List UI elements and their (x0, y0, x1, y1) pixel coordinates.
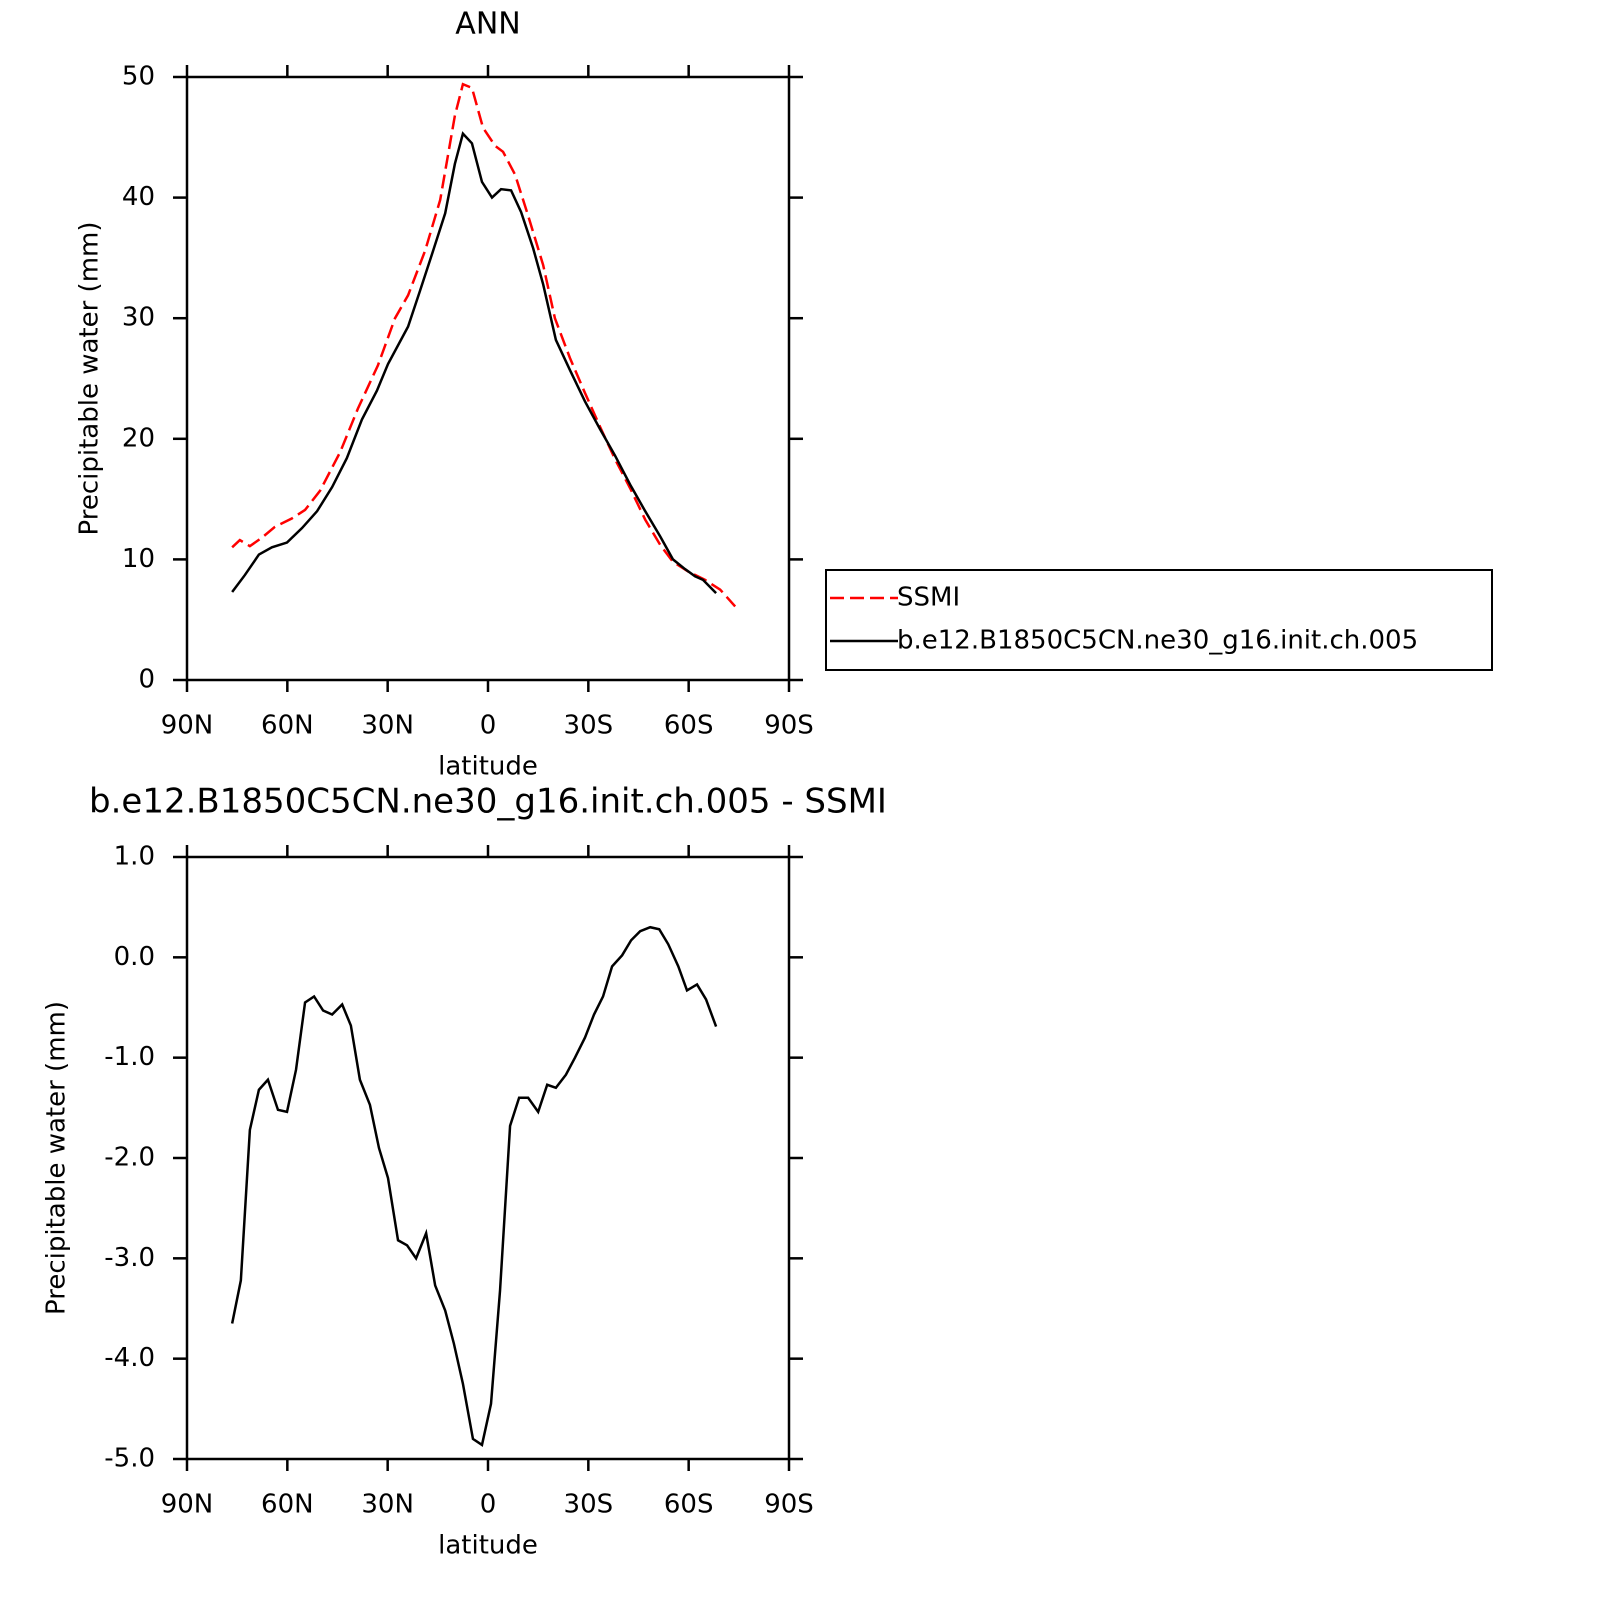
data-line (231, 82, 737, 608)
plot-frame (185, 855, 791, 1461)
x-tick-label: 90S (764, 1490, 814, 1520)
x-axis-label: latitude (438, 752, 538, 782)
y-tick-label: -3.0 (104, 1243, 155, 1273)
y-tick-label: 0.0 (114, 942, 155, 972)
y-tick-label: 30 (122, 303, 155, 333)
data-line (230, 925, 718, 1448)
x-axis-label: latitude (438, 1531, 538, 1561)
chart-title: b.e12.B1850C5CN.ne30_g16.init.ch.005 - S… (89, 782, 887, 822)
x-tick-label: 60S (664, 1490, 714, 1520)
x-tick-label: 0 (480, 711, 497, 741)
x-tick-label: 0 (480, 1490, 497, 1520)
y-tick-label: 50 (122, 62, 155, 92)
y-tick-label: 0 (138, 665, 155, 695)
y-axis-label: Precipitable water (mm) (75, 222, 105, 536)
x-tick-label: 90S (764, 711, 814, 741)
y-tick-label: -5.0 (104, 1444, 155, 1474)
x-tick-label: 30N (361, 1490, 414, 1520)
legend-label: b.e12.B1850C5CN.ne30_g16.init.ch.005 (897, 626, 1418, 656)
y-tick-label: -4.0 (104, 1343, 155, 1373)
x-tick-label: 90N (161, 711, 214, 741)
y-tick-label: -2.0 (104, 1143, 155, 1173)
plot-frame (185, 75, 791, 682)
y-tick-label: 10 (122, 544, 155, 574)
x-tick-label: 60N (261, 1490, 314, 1520)
x-tick-label: 30S (564, 711, 614, 741)
x-tick-label: 30N (361, 711, 414, 741)
y-tick-label: 40 (122, 182, 155, 212)
data-line (231, 131, 717, 595)
y-tick-label: 20 (122, 423, 155, 453)
legend-label: SSMI (897, 583, 960, 613)
x-tick-label: 60N (261, 711, 314, 741)
x-tick-label: 60S (664, 711, 714, 741)
x-tick-label: 90N (161, 1490, 214, 1520)
x-tick-label: 30S (564, 1490, 614, 1520)
legend-box (825, 569, 1493, 671)
y-tick-label: -1.0 (104, 1042, 155, 1072)
chart-title: ANN (455, 7, 520, 42)
y-tick-label: 1.0 (114, 842, 155, 872)
y-axis-label: Precipitable water (mm) (42, 1001, 72, 1315)
